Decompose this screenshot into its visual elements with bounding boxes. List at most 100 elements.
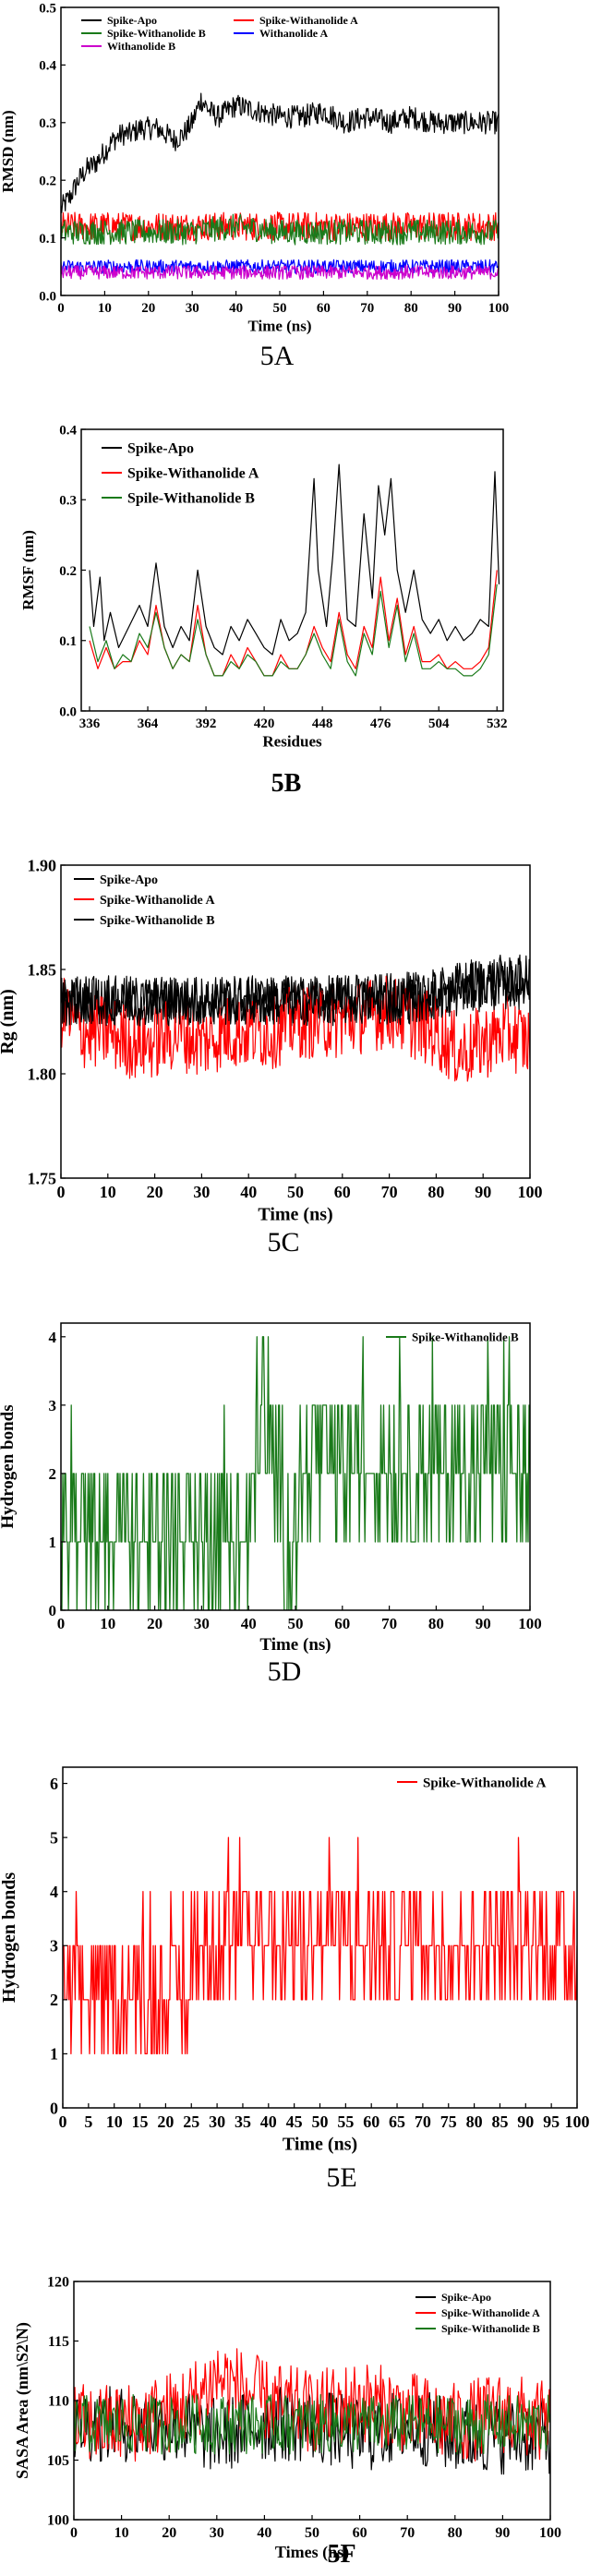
x-tick-label: 30 xyxy=(186,301,199,316)
y-tick-label: 1.75 xyxy=(28,1169,57,1187)
x-tick-label: 65 xyxy=(389,2113,405,2131)
x-tick-label: 364 xyxy=(138,716,159,731)
x-tick-label: 10 xyxy=(106,2113,123,2131)
x-tick-label: 80 xyxy=(448,2525,463,2541)
legend-label: Spike-Withanolide A xyxy=(100,894,216,908)
x-axis-label: Time (ns) xyxy=(258,1204,332,1224)
chart-5f: 0 10 20 30 40 50 60 70 80 90 100 100 105 110 115 120 Tim… xyxy=(13,2275,561,2569)
y-tick-label: 0.5 xyxy=(39,1,56,16)
y-tick-label: 6 xyxy=(50,1775,58,1793)
x-tick-label: 392 xyxy=(196,716,217,731)
y-tick-label: 100 xyxy=(47,2513,69,2529)
x-tick-label: 100 xyxy=(488,301,510,316)
x-tick-label: 40 xyxy=(260,2113,277,2131)
y-axis-label: Hydrogen bonds xyxy=(0,1872,19,2004)
legend-label: Spike-Apo xyxy=(107,14,157,27)
x-tick-label: 0 xyxy=(57,301,65,316)
y-tick-label: 115 xyxy=(48,2334,69,2350)
series-line-3 xyxy=(89,584,498,677)
x-tick-label: 100 xyxy=(539,2525,561,2541)
x-tick-label: 90 xyxy=(448,301,462,316)
x-tick-label: 100 xyxy=(518,1615,542,1632)
legend-label: Spike-Apo xyxy=(100,873,158,887)
legend-label: Spike-Withanolide A xyxy=(423,1776,547,1790)
panel-caption: 5A xyxy=(260,341,295,371)
y-tick-label: 4 xyxy=(50,1883,58,1901)
x-tick-label: 10 xyxy=(100,1183,116,1201)
x-tick-label: 80 xyxy=(466,2113,483,2131)
x-tick-label: 5 xyxy=(84,2113,92,2131)
x-tick-label: 336 xyxy=(79,716,101,731)
legend-label: Spile-Withanolide B xyxy=(127,491,255,507)
x-axis-label: Time (ns) xyxy=(283,2134,357,2154)
x-tick-label: 90 xyxy=(517,2113,534,2131)
legend-label: Spike-Withanolide A xyxy=(259,14,358,27)
x-tick-label: 10 xyxy=(100,1615,115,1632)
legend: Spike-Apo Spike-Withanolide A Spike-Withan… xyxy=(74,873,216,928)
x-tick-label: 55 xyxy=(337,2113,354,2131)
y-tick-label: 120 xyxy=(47,2275,69,2291)
x-tick-label: 0 xyxy=(57,1615,66,1632)
legend-label: Spike-Withanolide B xyxy=(100,914,215,928)
y-tick-label: 0.3 xyxy=(59,494,77,509)
panel-caption: 5E xyxy=(326,2162,356,2193)
y-tick-label: 0.0 xyxy=(39,289,56,304)
x-tick-label: 0 xyxy=(59,2113,67,2131)
x-tick-label: 70 xyxy=(360,301,374,316)
series-line-3 xyxy=(61,213,499,246)
x-tick-label: 20 xyxy=(162,2525,176,2541)
x-tick-label: 70 xyxy=(415,2113,431,2131)
y-tick-label: 105 xyxy=(47,2453,69,2469)
x-tick-label: 532 xyxy=(487,716,508,731)
y-tick-label: 0.2 xyxy=(59,564,77,579)
x-tick-label: 40 xyxy=(229,301,243,316)
y-tick-label: 1.80 xyxy=(28,1065,57,1083)
chart-5d: 0 10 20 30 40 50 60 70 80 90 100 0 1 2 3 4 Time (ns) Hydr… xyxy=(0,1322,542,1687)
x-tick-label: 75 xyxy=(440,2113,457,2131)
x-tick-label: 60 xyxy=(353,2525,367,2541)
series-line-1 xyxy=(63,1836,577,2055)
x-tick-label: 40 xyxy=(240,1183,257,1201)
y-tick-label: 2 xyxy=(50,1991,58,2009)
legend-label: Spike-Withanolide A xyxy=(127,466,259,482)
y-tick-label: 4 xyxy=(49,1329,57,1346)
series-line-3 xyxy=(61,960,530,1027)
x-tick-label: 80 xyxy=(427,1183,444,1201)
y-tick-label: 0.1 xyxy=(59,634,77,649)
x-tick-label: 100 xyxy=(565,2113,590,2131)
series-line-1 xyxy=(89,463,500,656)
x-tick-label: 70 xyxy=(381,1183,398,1201)
chart-5c: 0 10 20 30 40 50 60 70 80 90 100 1.75 1.80 1.85 1.90 Ti… xyxy=(0,856,543,1258)
y-tick-label: 1.90 xyxy=(28,856,57,874)
x-tick-label: 60 xyxy=(334,1183,351,1201)
x-tick-label: 45 xyxy=(286,2113,303,2131)
legend-label: Spike-Withanolide A xyxy=(441,2306,540,2319)
y-axis-label: SASA Area (nm\S2\N) xyxy=(13,2322,32,2479)
y-tick-label: 3 xyxy=(49,1397,57,1414)
x-tick-label: 40 xyxy=(241,1615,257,1632)
legend: Spike-Apo Spike-Withanolide A Spile-Withan… xyxy=(102,441,259,507)
legend: Spike-Apo Spike-Withanolide A Spike-Withan… xyxy=(81,14,358,53)
legend-label: Spike-Withanolide B xyxy=(441,2322,540,2335)
y-tick-label: 0 xyxy=(49,1602,57,1619)
x-tick-label: 80 xyxy=(428,1615,444,1632)
x-axis-label: Time (ns) xyxy=(259,1635,331,1655)
x-tick-label: 0 xyxy=(70,2525,78,2541)
y-axis-label: RMSF (nm) xyxy=(19,530,37,610)
series-group xyxy=(61,92,499,281)
x-axis-label: Residues xyxy=(262,733,322,751)
y-tick-label: 0.1 xyxy=(39,232,56,247)
x-tick-label: 504 xyxy=(428,716,450,731)
panel-caption: 5C xyxy=(267,1227,299,1258)
x-tick-label: 100 xyxy=(518,1183,543,1201)
x-axis-label: Times (ns) xyxy=(275,2543,349,2562)
legend: Spike-Withanolide A xyxy=(397,1776,547,1790)
series-line-2 xyxy=(74,2348,550,2462)
x-tick-label: 80 xyxy=(404,301,418,316)
y-tick-label: 110 xyxy=(48,2394,69,2410)
x-tick-label: 20 xyxy=(147,1615,163,1632)
y-tick-label: 0.4 xyxy=(59,423,77,438)
series-group xyxy=(74,2348,550,2475)
y-axis-label: RMSD (nm) xyxy=(0,110,17,192)
